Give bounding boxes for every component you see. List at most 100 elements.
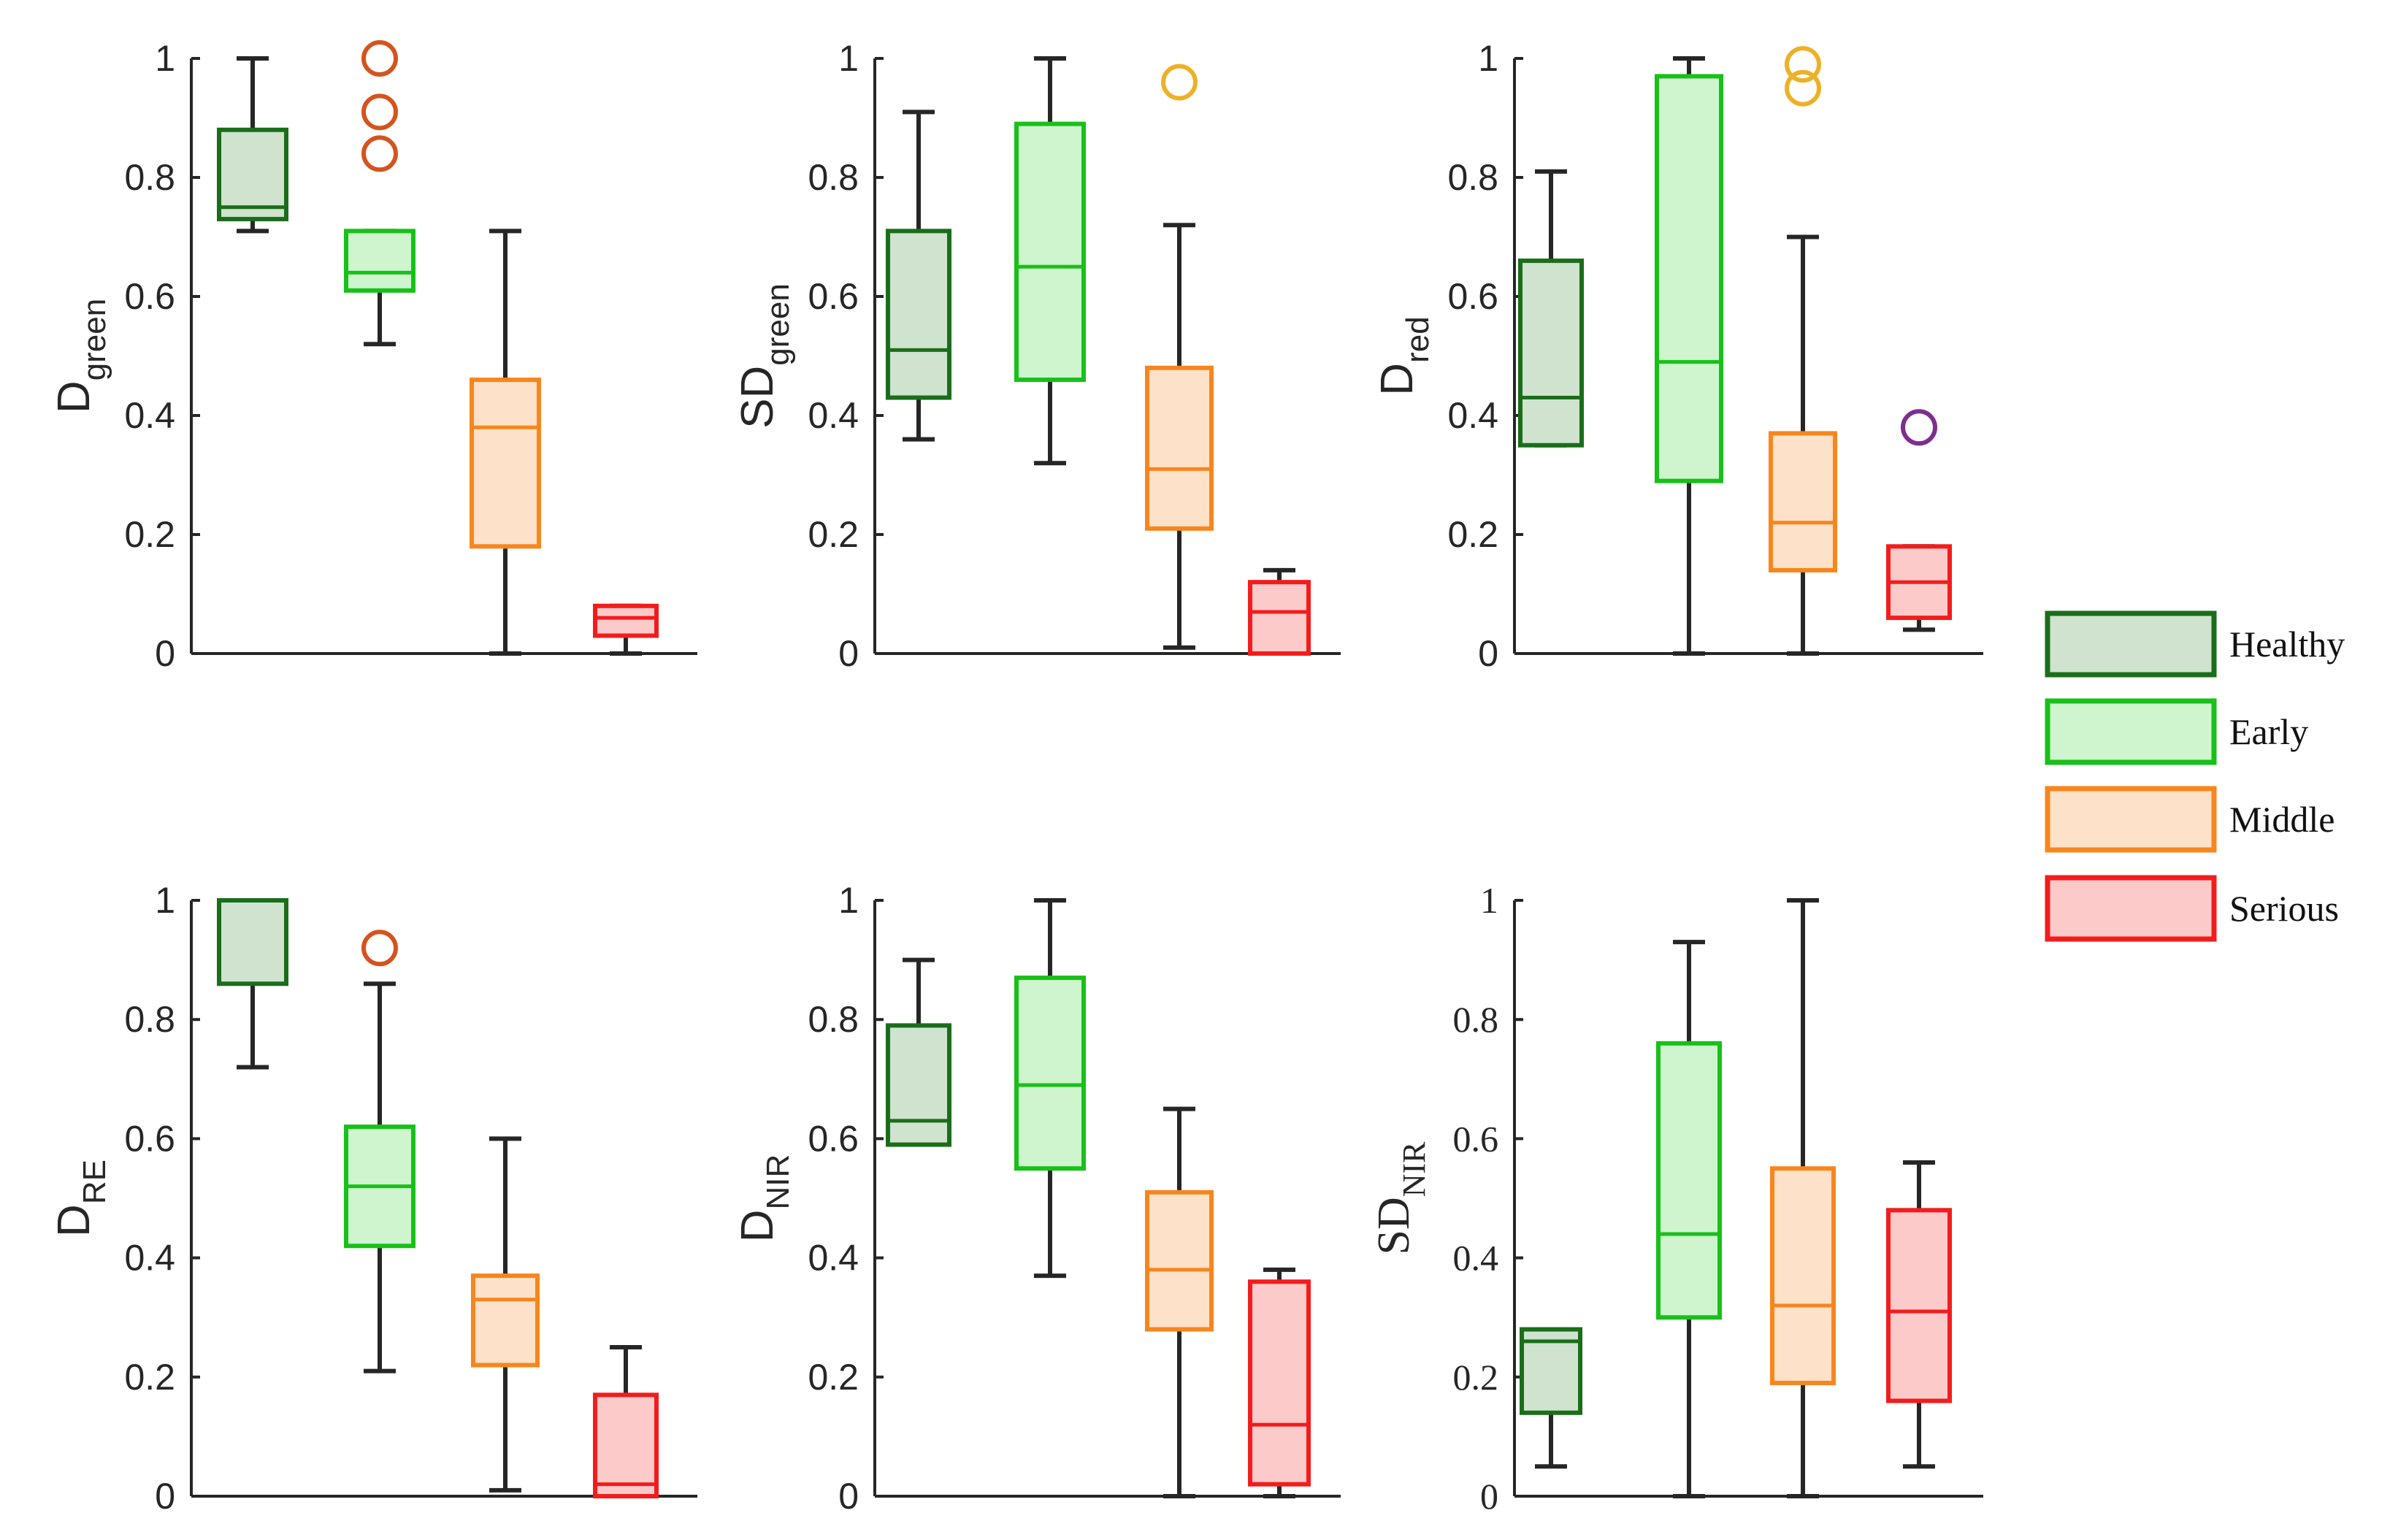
- box-iqr: [593, 1392, 659, 1499]
- box-iqr: [1248, 1279, 1311, 1487]
- box-serious: [1248, 567, 1311, 656]
- box-early: [1014, 56, 1086, 466]
- panel-d-nir: 0 0.2 0.4 0.6 0.8 1 DNIR: [732, 880, 1341, 1517]
- legend-item-early: Early: [2045, 698, 2308, 765]
- y-axis-label-main: SD: [1369, 1197, 1419, 1254]
- y-tick-label: 0.4: [124, 1238, 175, 1279]
- y-tick-label: 0.8: [124, 999, 175, 1040]
- box-iqr: [344, 229, 415, 293]
- box-middle: [1769, 46, 1837, 656]
- y-axis-label-sub: NIR: [1396, 1141, 1432, 1197]
- box-iqr: [1770, 1166, 1836, 1385]
- box-middle: [471, 1136, 540, 1493]
- box-iqr: [1769, 431, 1837, 572]
- outlier-point: [1785, 69, 1821, 107]
- box-early: [1014, 898, 1086, 1279]
- box-iqr: [1014, 121, 1086, 383]
- y-axis-label-sub: red: [1400, 316, 1436, 363]
- legend-swatch: [2045, 786, 2217, 853]
- y-tick-label: 0.6: [808, 1118, 859, 1159]
- y-axis-label-main: D: [49, 380, 99, 413]
- box-iqr: [471, 1273, 540, 1368]
- panel-d-green: 0 0.2 0.4 0.6 0.8 1 Dgreen: [49, 38, 697, 674]
- panel-d-re: 0 0.2 0.4 0.6 0.8 1 DRE: [49, 880, 697, 1517]
- outlier-point: [1785, 46, 1821, 83]
- y-tick-label: 0: [1478, 633, 1498, 674]
- y-tick-label: 0.8: [808, 999, 859, 1040]
- y-axis-label: SDNIR: [1369, 1141, 1432, 1255]
- box-middle: [1145, 64, 1214, 650]
- legend-item-healthy: Healthy: [2045, 610, 2345, 678]
- y-tick-label: 0.8: [1447, 157, 1498, 198]
- legend-label: Middle: [2229, 799, 2335, 840]
- legend-swatch: [2045, 698, 2217, 765]
- y-axis-label-main: D: [49, 1204, 99, 1237]
- y-axis-label: DRE: [49, 1160, 112, 1237]
- y-tick-label: 0.8: [808, 157, 859, 198]
- y-tick-label: 0.2: [1447, 514, 1498, 555]
- box-iqr: [1145, 365, 1214, 531]
- legend-label: Early: [2229, 711, 2308, 752]
- y-tick-label: 0: [155, 1476, 175, 1517]
- y-tick-label: 1: [155, 880, 175, 921]
- y-tick-label: 0.2: [124, 1357, 175, 1398]
- box-middle: [1145, 1106, 1214, 1498]
- box-iqr: [1518, 258, 1584, 448]
- box-iqr: [1248, 580, 1311, 656]
- y-tick-label: 0.4: [808, 395, 859, 436]
- legend-label: Serious: [2229, 888, 2339, 929]
- legend: Healthy Early Middle Serious: [2045, 610, 2345, 942]
- y-tick-label: 0.8: [124, 157, 175, 198]
- panel-d-red: 0 0.2 0.4 0.6 0.8 1 Dred: [1372, 38, 1983, 674]
- y-axis-label: DNIR: [732, 1154, 796, 1243]
- legend-item-middle: Middle: [2045, 786, 2335, 853]
- y-tick-label: 0.6: [808, 276, 859, 317]
- outlier-point: [1161, 64, 1198, 101]
- y-axis-label-main: D: [1372, 363, 1422, 396]
- y-tick-label: 0: [838, 633, 859, 674]
- legend-swatch: [2045, 875, 2217, 942]
- y-tick-label: 0.2: [808, 1357, 859, 1398]
- box-healthy: [1520, 1327, 1582, 1469]
- box-serious: [593, 1345, 659, 1499]
- box-healthy: [1518, 169, 1584, 448]
- box-early: [344, 930, 415, 1374]
- y-axis-label: Dred: [1372, 316, 1436, 395]
- y-tick-label: 1: [838, 38, 859, 79]
- box-iqr: [593, 603, 659, 638]
- y-tick-label: 0: [1480, 1476, 1498, 1517]
- y-axis-label-sub: NIR: [760, 1154, 796, 1210]
- box-serious: [1886, 409, 1952, 632]
- y-tick-label: 1: [1480, 880, 1498, 921]
- box-iqr: [470, 378, 541, 549]
- y-tick-label: 0.6: [124, 276, 175, 317]
- box-iqr: [1656, 1041, 1722, 1320]
- y-tick-label: 0.4: [1447, 395, 1498, 436]
- y-tick-label: 0: [155, 633, 175, 674]
- y-tick-label: 0.8: [1453, 999, 1499, 1040]
- outlier-point: [361, 930, 398, 967]
- y-tick-label: 0.2: [808, 514, 859, 555]
- y-axis-label-sub: green: [77, 299, 112, 381]
- box-middle: [1770, 898, 1836, 1498]
- box-early: [344, 40, 415, 347]
- box-iqr: [886, 229, 951, 400]
- box-iqr: [1520, 1327, 1582, 1415]
- box-middle: [470, 229, 541, 656]
- y-tick-label: 0.2: [124, 514, 175, 555]
- y-tick-label: 0.2: [1453, 1357, 1499, 1398]
- panel-sd-nir: 0 0.2 0.4 0.6 0.8 1 SDNIR: [1369, 880, 1983, 1517]
- box-iqr: [1014, 976, 1086, 1171]
- y-tick-label: 0.6: [124, 1118, 175, 1159]
- box-iqr: [217, 127, 288, 222]
- y-axis-label: SDgreen: [732, 283, 796, 429]
- y-tick-label: 0.4: [1453, 1238, 1499, 1279]
- panel-sd-green: 0 0.2 0.4 0.6 0.8 1 SDgreen: [732, 38, 1341, 674]
- outlier-point: [1901, 409, 1937, 446]
- outlier-point: [361, 135, 398, 172]
- box-iqr: [1145, 1190, 1214, 1332]
- outlier-point: [361, 93, 398, 131]
- y-axis-label-sub: RE: [77, 1160, 112, 1204]
- outlier-point: [361, 40, 398, 77]
